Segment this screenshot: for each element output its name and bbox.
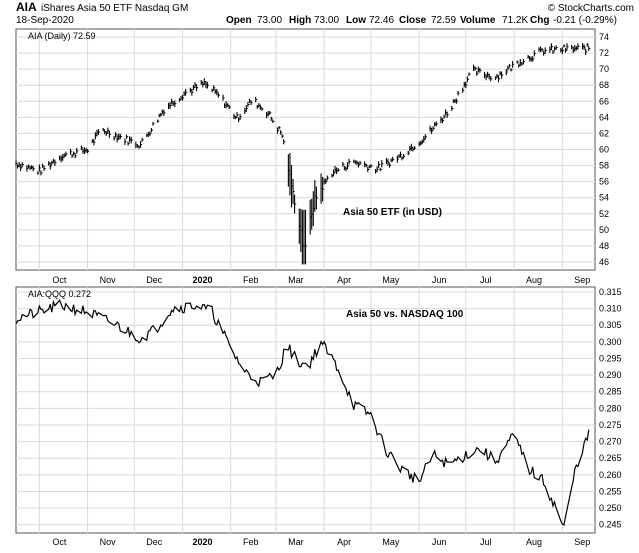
- ratio-panel: 0.245 0.250 0.255 0.260 0.265 0.270 0.275 0.280…: [15, 286, 622, 534]
- price-y-ticks: 46 48 50 52 54 56 58 60 62 64 66 68 70 72 74: [599, 32, 609, 267]
- price-legend: AIA (Daily) 72.59: [28, 31, 96, 41]
- ratio-series-line: [15, 299, 590, 526]
- price-x-tick-label: Feb: [243, 275, 259, 285]
- price-y-tick-label: 58: [599, 161, 609, 171]
- ratio-x-tick-label: Jul: [480, 537, 492, 547]
- price-x-tick-label: Jun: [432, 275, 447, 285]
- ratio-x-tick-label: Sep: [574, 537, 590, 547]
- ticker-symbol: AIA: [16, 0, 37, 14]
- price-y-tick-label: 66: [599, 96, 609, 106]
- ratio-y-tick-label: 0.255: [599, 486, 622, 496]
- price-y-tick-label: 62: [599, 128, 609, 138]
- ratio-x-tick-label: Feb: [243, 537, 259, 547]
- price-x-tick-label: Aug: [526, 275, 542, 285]
- price-y-tick-label: 70: [599, 64, 609, 74]
- ratio-x-tick-label: Mar: [288, 537, 304, 547]
- ratio-y-tick-label: 0.315: [599, 287, 622, 297]
- price-y-tick-label: 72: [599, 48, 609, 58]
- ratio-panel-frame: [15, 286, 596, 534]
- price-y-tick-label: 52: [599, 209, 609, 219]
- ratio-x-tick-label: Jun: [432, 537, 447, 547]
- ratio-x-tick-label: Dec: [146, 537, 163, 547]
- ratio-annotation: Asia 50 vs. NASDAQ 100: [346, 309, 464, 320]
- high-label: High: [289, 15, 311, 26]
- price-annotation: Asia 50 ETF (in USD): [343, 207, 442, 218]
- ratio-gridlines: [16, 287, 595, 533]
- ratio-x-tick-label: Aug: [526, 537, 542, 547]
- price-y-tick-label: 68: [599, 80, 609, 90]
- volume-value: 71.2K: [502, 15, 528, 26]
- close-value: 72.59: [431, 15, 456, 26]
- price-x-tick-label: Nov: [100, 275, 117, 285]
- price-x-tick-label: 2020: [193, 275, 213, 285]
- ratio-y-tick-label: 0.265: [599, 453, 622, 463]
- price-y-tick-label: 54: [599, 193, 609, 203]
- ratio-y-tick-label: 0.310: [599, 304, 622, 314]
- ratio-x-tick-label: Apr: [337, 537, 351, 547]
- price-x-ticks: Oct Nov Dec 2020 Feb Mar Apr May Jun Jul Aug Sep: [52, 275, 590, 285]
- price-bars: [15, 43, 591, 265]
- ratio-y-tick-label: 0.275: [599, 420, 622, 430]
- ratio-x-tick-label: Oct: [52, 537, 67, 547]
- low-label: Low: [346, 15, 366, 26]
- chg-value: -0.21 (-0.29%): [553, 15, 617, 26]
- ratio-y-tick-label: 0.295: [599, 353, 622, 363]
- price-y-tick-label: 48: [599, 241, 609, 251]
- price-y-tick-label: 46: [599, 257, 609, 267]
- ratio-x-tick-label: May: [382, 537, 400, 547]
- quote-date: 18-Sep-2020: [16, 15, 74, 26]
- ratio-y-tick-label: 0.250: [599, 503, 622, 513]
- ratio-y-tick-label: 0.270: [599, 437, 622, 447]
- ratio-y-tick-label: 0.280: [599, 403, 622, 413]
- high-value: 73.00: [314, 15, 339, 26]
- price-x-tick-label: Mar: [288, 275, 304, 285]
- etf-name: iShares Asia 50 ETF Nasdaq GM: [41, 3, 188, 14]
- ratio-y-tick-label: 0.300: [599, 337, 622, 347]
- open-value: 73.00: [257, 15, 282, 26]
- ratio-legend: AIA:QQQ 0.272: [28, 289, 91, 299]
- ratio-y-tick-label: 0.285: [599, 387, 622, 397]
- ratio-x-tick-label: 2020: [193, 537, 213, 547]
- price-panel: 46 48 50 52 54 56 58 60 62 64 66 68 70 72 74 AIA (Dail…: [15, 28, 609, 271]
- open-label: Open: [226, 15, 252, 26]
- ratio-y-tick-label: 0.260: [599, 470, 622, 480]
- price-x-tick-label: Apr: [337, 275, 351, 285]
- low-value: 72.46: [369, 15, 394, 26]
- volume-label: Volume: [460, 15, 496, 26]
- price-y-tick-label: 60: [599, 145, 609, 155]
- price-x-tick-label: May: [382, 275, 400, 285]
- price-y-tick-label: 64: [599, 112, 609, 122]
- price-x-tick-label: Sep: [574, 275, 590, 285]
- price-y-tick-label: 50: [599, 225, 609, 235]
- ratio-y-tick-label: 0.290: [599, 370, 622, 380]
- chg-label: Chg: [530, 15, 549, 26]
- ratio-y-tick-label: 0.305: [599, 320, 622, 330]
- source-credit: © StockCharts.com: [548, 3, 634, 14]
- close-label: Close: [399, 15, 427, 26]
- price-y-tick-label: 74: [599, 32, 609, 42]
- ratio-x-tick-label: Nov: [100, 537, 117, 547]
- price-x-tick-label: Dec: [146, 275, 163, 285]
- ratio-y-ticks: 0.245 0.250 0.255 0.260 0.265 0.270 0.275 0.280…: [599, 287, 622, 530]
- ratio-y-tick-label: 0.245: [599, 520, 622, 530]
- price-y-tick-label: 56: [599, 177, 609, 187]
- price-gridlines: [16, 29, 595, 270]
- price-x-tick-label: Oct: [52, 275, 67, 285]
- price-x-tick-label: Jul: [480, 275, 492, 285]
- ratio-x-ticks: Oct Nov Dec 2020 Feb Mar Apr May Jun Jul Aug Sep: [52, 537, 590, 547]
